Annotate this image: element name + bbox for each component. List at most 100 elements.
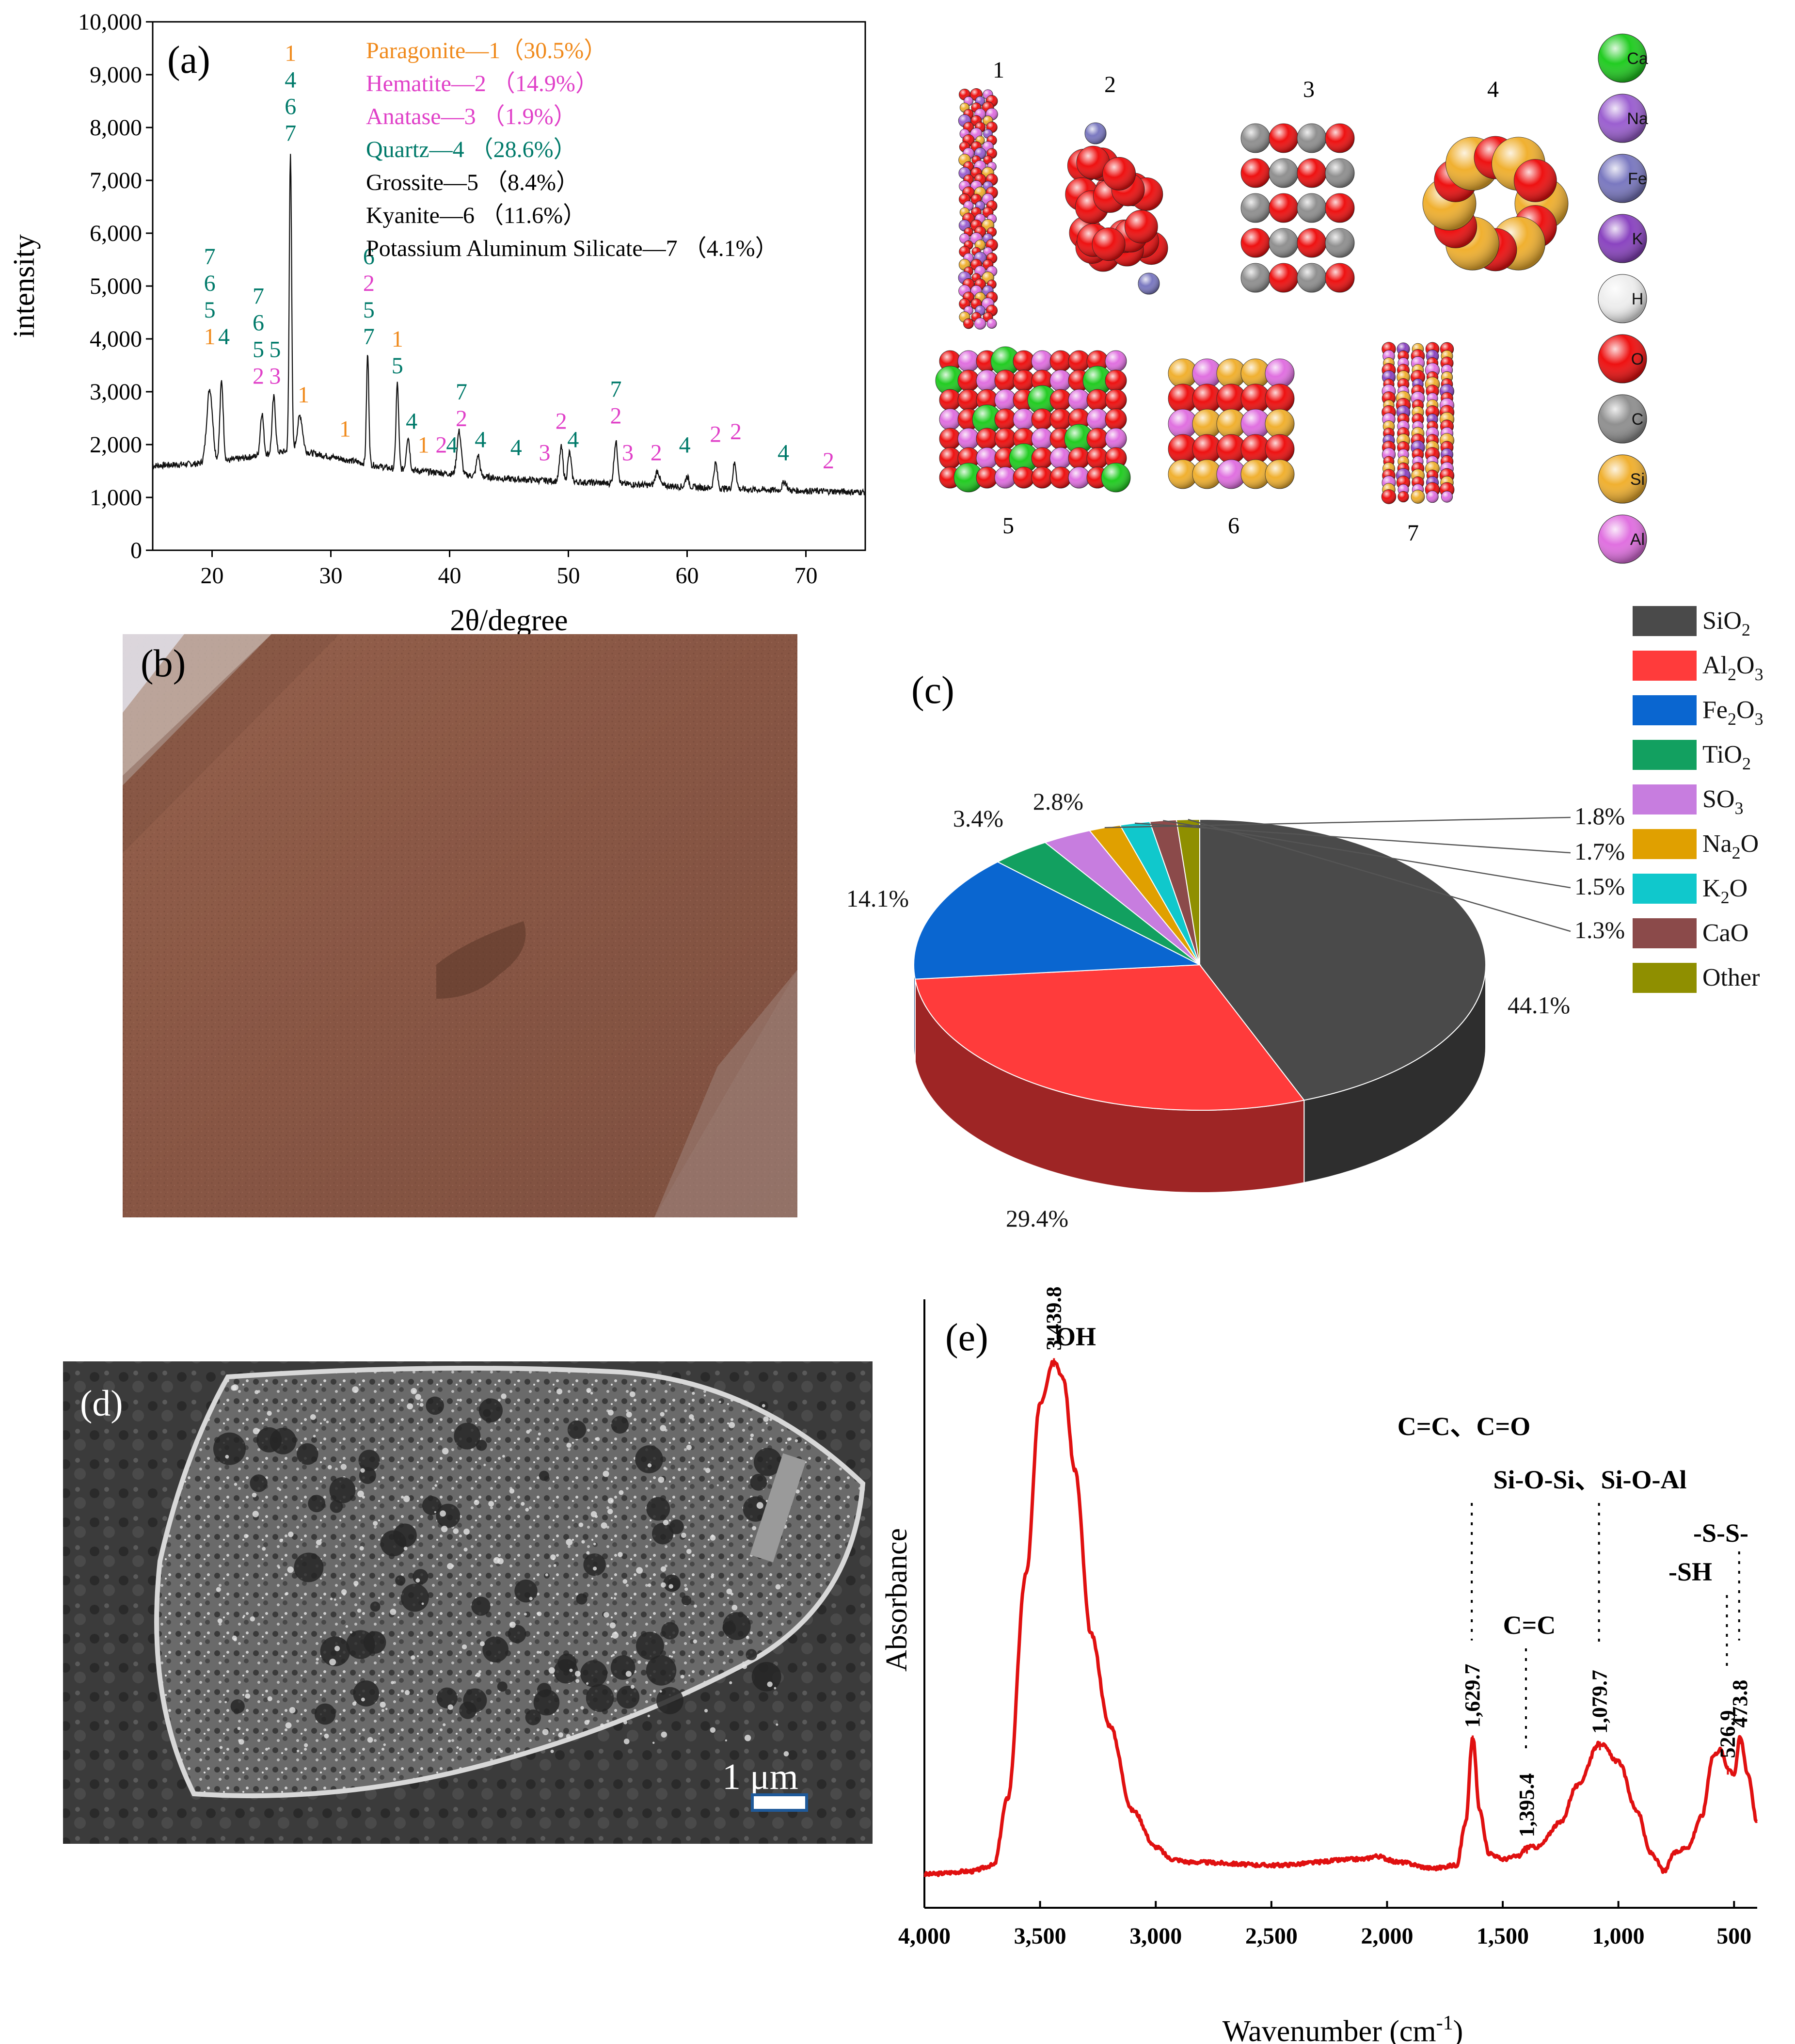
sem-grain: [493, 1557, 500, 1564]
sem-grain: [581, 1540, 585, 1544]
atom-shading: [976, 447, 998, 469]
sem-grain: [457, 1399, 460, 1402]
sem-grain: [742, 1664, 747, 1669]
xrd-peak-label: 4: [406, 408, 417, 434]
xrd-x-tick-label: 40: [438, 563, 461, 589]
xrd-peak-label: 5: [269, 337, 281, 363]
ftir-group-label: C=C、C=O: [1398, 1412, 1531, 1441]
sem-grain: [609, 1622, 616, 1629]
soil-photo: (b): [123, 634, 797, 1217]
sem-grain: [647, 1463, 652, 1468]
sem-pore: [514, 1579, 538, 1603]
sem-grain: [234, 1483, 238, 1486]
pie-legend-swatch: [1633, 918, 1697, 948]
sem-grain: [750, 1433, 754, 1437]
sem-pore: [483, 1409, 491, 1417]
atom-shading: [1125, 210, 1158, 243]
atom-shading: [1102, 157, 1136, 191]
atom-shading: [1269, 228, 1298, 257]
sem-pore: [329, 1477, 356, 1503]
sem-grain: [316, 1539, 322, 1546]
sem-grain: [474, 1500, 479, 1505]
sem-pore: [294, 1552, 324, 1582]
atom-shading: [1083, 366, 1112, 395]
sem-grain: [357, 1608, 362, 1613]
sem-grain: [726, 1588, 732, 1595]
sem-grain: [566, 1442, 572, 1448]
atom-shading: [995, 370, 1016, 391]
xrd-peak-label: 4: [510, 435, 522, 461]
xrd-peak-label: 1: [298, 382, 309, 408]
atom-shading: [1087, 428, 1108, 449]
atom-shading: [1068, 447, 1090, 469]
sem-grain: [334, 1598, 336, 1601]
sem-grain: [705, 1468, 711, 1473]
xrd-peak-label: 4: [679, 432, 691, 458]
atom-shading: [1217, 384, 1246, 413]
legend-entry-anatase: Anatase—3 （1.9%）: [366, 104, 577, 129]
element-swatch-shading: [1598, 515, 1647, 563]
sem-grain: [607, 1409, 614, 1416]
sem-grain: [267, 1410, 272, 1416]
pie-legend-label: Al2O3: [1702, 652, 1763, 684]
sem-grain: [787, 1437, 791, 1441]
atom-shading: [1101, 463, 1130, 492]
ftir-x-tick-label: 4,000: [898, 1923, 951, 1949]
sem-grain: [618, 1552, 623, 1557]
xrd-y-tick-label: 3,000: [90, 379, 142, 405]
sem-grain: [542, 1729, 549, 1736]
atom-shading: [958, 370, 979, 391]
sem-grain: [776, 1723, 778, 1726]
element-swatch-shading: [1598, 94, 1647, 143]
sem-grain: [729, 1681, 732, 1684]
sem-grain: [762, 1404, 765, 1407]
sem-grain: [590, 1391, 593, 1395]
element-swatch-shading: [1598, 214, 1647, 263]
xrd-peak-label: 2: [610, 403, 622, 429]
sem-grain: [404, 1690, 410, 1695]
xrd-peak-label: 6: [285, 94, 296, 119]
sem-pore: [330, 1500, 343, 1513]
ftir-peak-value: 3,439.8: [1042, 1287, 1065, 1351]
xrd-peak-label: 1: [285, 40, 296, 66]
sem-pore: [230, 1699, 245, 1714]
sem-grain: [419, 1403, 424, 1407]
sem-grain: [407, 1403, 413, 1409]
atom-shading: [1269, 124, 1298, 153]
sem-grain: [663, 1519, 669, 1526]
sem-pore: [363, 1631, 386, 1654]
sem-pore: [370, 1601, 381, 1612]
atom-shading: [958, 351, 979, 372]
xrd-y-tick-label: 9,000: [90, 62, 142, 88]
atom-shading: [1217, 359, 1246, 388]
atom-shading: [1105, 447, 1127, 469]
xrd-peak-label: 3: [622, 440, 634, 466]
sem-grain: [668, 1584, 673, 1589]
element-legend: Ca Na Fe K H O C Si Al: [1598, 33, 1648, 564]
structure-paragonite: [958, 88, 998, 330]
sem-grain: [660, 1412, 665, 1417]
sem-grain: [434, 1511, 436, 1513]
sem-grain: [580, 1706, 584, 1710]
xrd-y-tick-label: 7,000: [90, 168, 142, 193]
sem-grain: [390, 1609, 397, 1615]
pie-legend-label: Na2O: [1702, 830, 1759, 862]
sem-grain: [479, 1641, 485, 1646]
atom-shading: [1411, 490, 1425, 504]
sem-pore: [308, 1495, 326, 1513]
sem-grain: [341, 1589, 347, 1595]
sem-pore: [635, 1631, 664, 1660]
atom-shading: [1050, 351, 1071, 372]
sem-pore: [422, 1496, 442, 1516]
atom-shading: [1217, 409, 1246, 438]
atom-shading: [1013, 467, 1034, 488]
sem-grain: [684, 1587, 688, 1591]
atom-shading: [1068, 467, 1090, 488]
ftir-x-tick-label: 500: [1716, 1923, 1751, 1949]
ftir-x-tick-label: 3,000: [1129, 1923, 1182, 1949]
sem-grain: [529, 1597, 533, 1600]
sem-pore: [436, 1687, 458, 1709]
sem-pore: [656, 1687, 683, 1714]
element-swatch-shading: [1598, 335, 1647, 383]
sem-pore: [454, 1422, 481, 1450]
